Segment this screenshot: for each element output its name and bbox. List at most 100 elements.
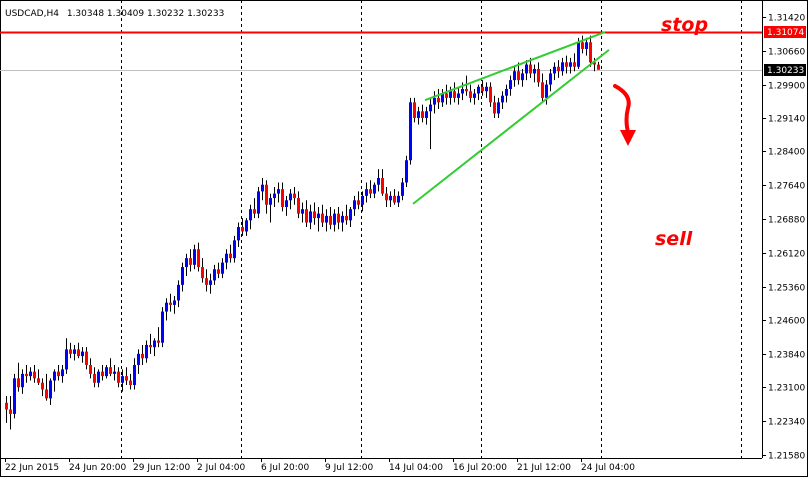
candle-body: [129, 380, 132, 386]
price-axis[interactable]: 1.31420 1.30660 1.29900 1.29140 1.28400 1.276…: [762, 14, 805, 462]
time-axis[interactable]: 22 Jun 2015 24 Jun 20:00 29 Jun 12:00 2 Jul…: [5, 458, 635, 473]
candle-body: [553, 66, 556, 74]
candle-body: [377, 178, 380, 185]
candle-body: [433, 97, 436, 105]
candle: [501, 91, 504, 110]
candle-body: [289, 193, 292, 201]
candle: [505, 84, 508, 103]
candle-body: [121, 376, 124, 383]
candle: [433, 91, 436, 114]
candle-body: [189, 258, 192, 265]
candle-body: [69, 349, 72, 354]
candle: [445, 84, 448, 105]
candle-body: [233, 240, 236, 259]
candle-body: [505, 89, 508, 96]
candle-body: [445, 93, 448, 98]
candle-body: [249, 209, 252, 221]
candle-body: [105, 367, 108, 377]
candle-body: [237, 226, 240, 241]
candle-body: [169, 302, 172, 305]
chart-caption: USDCAD,H4 1.30348 1.30409 1.30232 1.3023…: [5, 9, 224, 19]
candle-body: [425, 111, 428, 118]
candlestick-series: [5, 35, 600, 430]
candle: [353, 195, 356, 216]
candle-body: [457, 93, 460, 98]
candle: [177, 280, 180, 308]
candle: [265, 180, 268, 214]
candle-body: [349, 209, 352, 221]
candle: [321, 204, 324, 227]
candle: [569, 57, 572, 74]
candle: [397, 191, 400, 207]
candle-body: [373, 184, 376, 194]
price-tick-label: 1.28400: [768, 148, 805, 158]
candle-body: [161, 311, 164, 343]
price-tick-label: 1.26880: [768, 216, 805, 226]
candle-body: [33, 371, 36, 379]
candle: [73, 344, 76, 361]
candle: [473, 89, 476, 105]
candle-body: [9, 409, 12, 414]
candle-body: [253, 209, 256, 214]
candle: [253, 198, 256, 219]
candle: [285, 195, 288, 216]
candle: [333, 209, 336, 232]
candle: [157, 327, 160, 348]
candle: [421, 104, 424, 123]
candle: [225, 249, 228, 270]
candle-body: [385, 193, 388, 201]
price-tags: 1.31074 1.30233: [764, 26, 806, 76]
candle-body: [393, 195, 396, 203]
candle-body: [209, 280, 212, 285]
candle: [533, 64, 536, 83]
time-tick-label: 29 Jun 12:00: [133, 463, 190, 473]
sell-annotation: sell: [655, 228, 693, 250]
candle: [221, 258, 224, 279]
candle: [269, 193, 272, 223]
candle: [465, 75, 468, 96]
candle: [589, 35, 592, 67]
price-tick-label: 1.23100: [768, 384, 805, 394]
candle-body: [181, 267, 184, 285]
candle-body: [353, 200, 356, 210]
candle: [137, 349, 140, 374]
candle-body: [365, 189, 368, 196]
candle: [325, 209, 328, 232]
candle: [393, 189, 396, 205]
candle: [69, 342, 72, 359]
candle: [161, 307, 164, 348]
price-tick-label: 1.25360: [768, 284, 805, 294]
candle: [545, 80, 548, 105]
candle: [101, 364, 104, 381]
candle: [365, 182, 368, 203]
candle-body: [413, 102, 416, 118]
candle: [189, 249, 192, 272]
candle-body: [529, 64, 532, 74]
candle-body: [17, 378, 20, 388]
candle-body: [261, 184, 264, 192]
candle-body: [277, 189, 280, 194]
candle: [213, 264, 216, 285]
candle-body: [569, 62, 572, 67]
candle-body: [577, 42, 580, 67]
sell-arrow-icon: [613, 84, 636, 146]
candle-body: [381, 178, 384, 194]
candle-body: [241, 226, 244, 232]
candle-body: [53, 371, 56, 381]
candle: [173, 295, 176, 314]
candle: [185, 253, 188, 276]
candle-body: [429, 104, 432, 112]
candle-body: [481, 86, 484, 92]
candle-body: [321, 213, 324, 223]
price-tick-label: 1.29900: [768, 82, 805, 92]
candle: [117, 367, 120, 388]
candle-body: [497, 102, 500, 114]
candle-body: [561, 62, 564, 72]
symbol-caption: USDCAD,H4: [5, 9, 59, 19]
candle: [209, 273, 212, 294]
candle-body: [21, 373, 24, 388]
candle-body: [101, 371, 104, 377]
candle-body: [369, 189, 372, 194]
